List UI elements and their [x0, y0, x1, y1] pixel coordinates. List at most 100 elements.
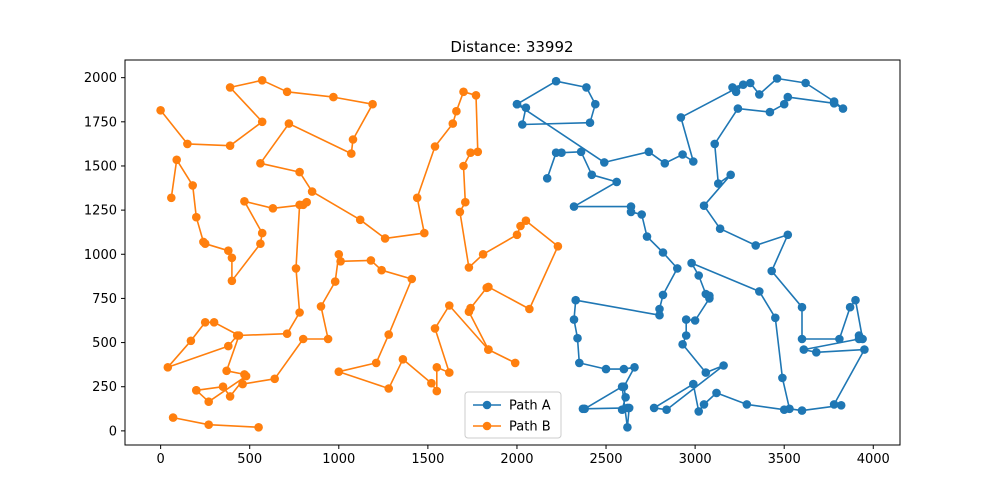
legend: Path A Path B: [464, 391, 562, 439]
data-point: [355, 215, 365, 225]
data-point: [461, 197, 470, 207]
data-point: [660, 159, 670, 168]
data-point: [649, 403, 659, 413]
data-point: [407, 274, 417, 284]
data-point: [347, 149, 356, 158]
data-point: [829, 99, 839, 108]
axes-frame: [124, 59, 901, 446]
data-point: [257, 117, 267, 127]
data-point: [715, 224, 725, 233]
data-point: [459, 87, 468, 97]
data-point: [553, 242, 563, 251]
data-point: [575, 358, 584, 368]
data-point: [512, 99, 522, 109]
data-point: [658, 290, 668, 300]
data-point: [637, 210, 646, 219]
data-point: [779, 99, 789, 109]
x-tick-label: 2500: [589, 452, 622, 467]
data-point: [835, 334, 844, 344]
data-point: [783, 230, 793, 240]
data-point: [585, 118, 595, 127]
data-point: [521, 216, 531, 225]
data-point: [167, 193, 176, 203]
data-point: [655, 310, 664, 320]
data-point: [630, 363, 639, 372]
data-point: [719, 361, 728, 370]
data-point: [227, 253, 237, 263]
data-point: [192, 386, 201, 395]
data-point: [377, 265, 386, 275]
data-point: [755, 90, 764, 99]
data-point: [771, 313, 780, 323]
data-point: [576, 147, 586, 157]
data-point: [578, 404, 588, 414]
data-point: [430, 324, 440, 333]
data-point: [699, 201, 709, 210]
data-point: [582, 83, 591, 92]
data-point: [225, 83, 235, 92]
data-point: [268, 204, 278, 213]
legend-marker: [482, 421, 492, 431]
data-point: [742, 400, 752, 409]
y-tick-label: 1250: [84, 204, 117, 219]
data-point: [218, 382, 228, 392]
x-tick-label: 3500: [768, 452, 801, 467]
x-tick-label: 1000: [322, 452, 355, 467]
data-point: [464, 263, 474, 272]
data-point: [466, 148, 475, 157]
data-point: [163, 363, 173, 372]
data-point: [687, 258, 696, 268]
data-point: [316, 302, 326, 311]
data-point: [238, 379, 247, 389]
data-point: [612, 177, 621, 187]
data-point: [836, 401, 846, 410]
data-point: [600, 158, 609, 167]
data-point: [678, 150, 687, 159]
data-point: [778, 373, 787, 383]
y-tick-label: 1750: [84, 115, 117, 130]
data-point: [445, 368, 454, 377]
axes: 0 500 1000 1500 2000 2500 3000 3500 4000 0 250 500 7…: [84, 59, 901, 467]
data-point: [621, 393, 630, 402]
data-point: [200, 239, 210, 248]
data-point: [448, 119, 458, 128]
data-point: [812, 348, 821, 357]
data-point: [591, 99, 600, 109]
data-point: [701, 368, 711, 377]
data-point: [284, 119, 294, 128]
data-point: [746, 78, 755, 88]
data-point: [694, 271, 703, 280]
data-point: [681, 331, 691, 340]
x-tick-label: 500: [237, 452, 262, 467]
data-point: [642, 232, 652, 241]
data-point: [658, 248, 668, 257]
data-point: [254, 423, 263, 432]
data-point: [557, 148, 566, 157]
data-point: [270, 374, 280, 384]
data-point: [738, 80, 748, 89]
data-point: [644, 147, 654, 157]
data-point: [797, 406, 807, 415]
data-point: [689, 157, 698, 166]
data-point: [430, 142, 440, 151]
data-point: [623, 423, 632, 432]
data-point: [767, 266, 776, 276]
legend-entry: Path B: [473, 420, 551, 435]
data-point: [257, 228, 267, 238]
data-point: [455, 207, 465, 217]
data-point: [234, 331, 244, 340]
data-point: [200, 318, 210, 327]
data-point: [845, 302, 855, 312]
data-point: [676, 113, 686, 122]
y-tick-label: 1500: [84, 159, 117, 174]
y-tick-label: 250: [92, 380, 117, 395]
data-point: [694, 407, 703, 416]
data-point: [712, 388, 721, 398]
data-point: [626, 207, 636, 217]
data-point: [728, 83, 737, 92]
data-point: [678, 340, 687, 349]
data-point: [512, 230, 522, 240]
data-point: [257, 76, 267, 85]
data-point: [225, 392, 235, 401]
